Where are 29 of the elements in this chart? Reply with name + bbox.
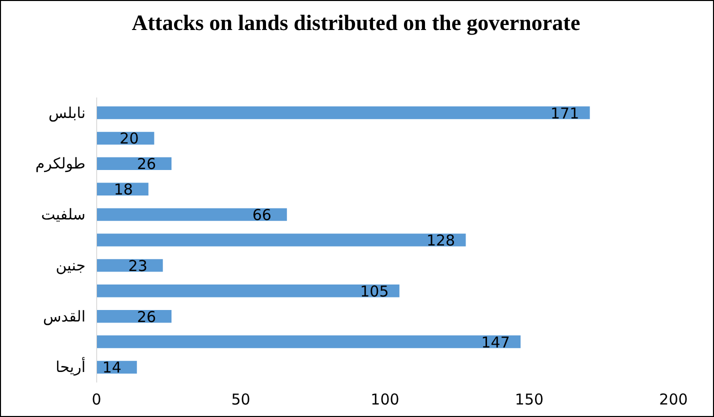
- y-tick-label: طولكرم: [35, 154, 86, 173]
- data-label: 18: [114, 180, 133, 199]
- x-tick-label: 200: [659, 390, 688, 408]
- data-label: 128: [426, 232, 456, 250]
- y-tick-label: جنين: [56, 256, 86, 274]
- data-label: 105: [360, 282, 389, 300]
- chart-title: Attacks on lands distributed on the governorate: [132, 9, 580, 37]
- bar: [96, 335, 521, 348]
- data-label: 26: [136, 308, 156, 326]
- x-tick-label: 0: [92, 390, 102, 408]
- y-tick-label: نابلس: [48, 104, 86, 122]
- y-tick-label: القدس: [42, 307, 86, 326]
- data-label: 20: [120, 130, 139, 148]
- bar: [96, 106, 590, 120]
- bar: [96, 234, 466, 246]
- data-label: 14: [102, 358, 122, 377]
- data-label: 23: [128, 256, 148, 275]
- data-label: 147: [481, 333, 510, 352]
- bar: [96, 259, 163, 272]
- x-tick-label: 50: [231, 390, 250, 408]
- y-tick-label: سلفيت: [41, 206, 86, 224]
- x-tick-label: 100: [370, 390, 400, 408]
- data-label: 26: [136, 155, 156, 174]
- bar: [96, 284, 400, 298]
- data-label: 171: [550, 104, 580, 122]
- bar: [96, 208, 287, 221]
- x-tick-label: 150: [514, 390, 544, 408]
- data-label: 66: [252, 206, 272, 224]
- y-tick-label: أريحا: [56, 357, 86, 376]
